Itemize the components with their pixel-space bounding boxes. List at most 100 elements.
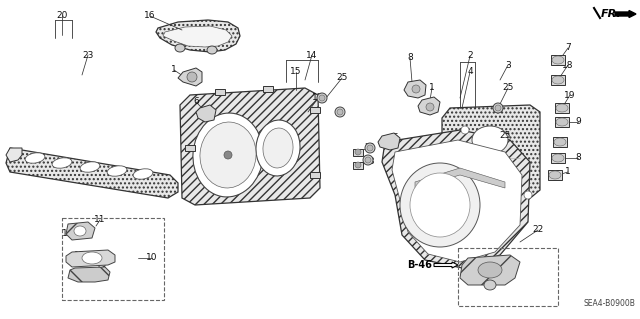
Text: 2: 2 [467, 51, 473, 61]
Ellipse shape [107, 166, 127, 176]
Text: 15: 15 [291, 68, 301, 77]
Ellipse shape [187, 72, 197, 82]
Bar [353, 149, 363, 155]
Text: 18: 18 [62, 229, 74, 239]
Ellipse shape [412, 85, 420, 93]
Ellipse shape [365, 143, 375, 153]
Ellipse shape [355, 162, 361, 168]
Polygon shape [163, 26, 232, 47]
Polygon shape [196, 105, 216, 122]
Bar [263, 86, 273, 92]
Ellipse shape [335, 107, 345, 117]
Text: 22: 22 [532, 226, 543, 234]
Text: 1: 1 [171, 65, 177, 75]
Ellipse shape [552, 76, 564, 84]
Text: 13: 13 [96, 263, 108, 272]
Ellipse shape [476, 156, 504, 184]
Ellipse shape [200, 122, 256, 188]
Polygon shape [392, 140, 522, 262]
Text: 10: 10 [147, 254, 157, 263]
Text: 24: 24 [494, 278, 506, 286]
Text: 4: 4 [467, 68, 473, 77]
Bar [185, 145, 195, 151]
Text: 25: 25 [502, 84, 514, 93]
Ellipse shape [133, 169, 153, 179]
Text: 1: 1 [429, 84, 435, 93]
Polygon shape [382, 130, 530, 268]
Ellipse shape [207, 46, 217, 54]
Ellipse shape [365, 157, 371, 163]
Ellipse shape [256, 120, 300, 176]
Ellipse shape [82, 252, 102, 264]
Text: 25: 25 [499, 130, 511, 139]
Ellipse shape [263, 128, 293, 168]
Text: B-46: B-46 [407, 260, 432, 270]
Text: 6: 6 [193, 98, 199, 107]
Text: 25: 25 [336, 73, 348, 83]
Text: 21: 21 [364, 144, 376, 152]
Ellipse shape [472, 126, 508, 154]
Ellipse shape [193, 113, 263, 197]
Text: 8: 8 [575, 153, 581, 162]
Text: SEA4-B0900B: SEA4-B0900B [583, 299, 635, 308]
Bar [551, 75, 565, 85]
FancyArrow shape [615, 11, 636, 18]
Text: 23: 23 [83, 50, 93, 60]
Text: 14: 14 [307, 50, 317, 60]
Ellipse shape [552, 154, 564, 162]
Ellipse shape [367, 145, 373, 151]
Text: 3: 3 [505, 61, 511, 70]
Bar [555, 103, 569, 113]
Polygon shape [156, 20, 240, 52]
Polygon shape [415, 168, 505, 188]
Ellipse shape [363, 155, 373, 165]
Ellipse shape [317, 93, 327, 103]
Bar [555, 117, 569, 127]
Ellipse shape [426, 103, 434, 111]
Polygon shape [66, 222, 95, 240]
Bar [215, 89, 225, 95]
Ellipse shape [493, 103, 503, 113]
Ellipse shape [552, 56, 564, 64]
Ellipse shape [224, 151, 232, 159]
Ellipse shape [319, 95, 325, 101]
Bar [548, 170, 562, 180]
Bar [458, 248, 558, 306]
Text: FR.: FR. [601, 9, 621, 19]
Ellipse shape [175, 44, 185, 52]
Ellipse shape [524, 191, 532, 199]
Text: 16: 16 [144, 11, 156, 20]
Ellipse shape [337, 109, 343, 115]
Polygon shape [418, 97, 440, 115]
Bar [551, 55, 565, 65]
Bar [353, 161, 363, 168]
Text: 1: 1 [565, 167, 571, 176]
Polygon shape [68, 267, 110, 282]
Text: 20: 20 [56, 11, 68, 19]
Text: 8: 8 [407, 54, 413, 63]
Polygon shape [404, 80, 426, 98]
Text: 18: 18 [364, 158, 376, 167]
Ellipse shape [25, 153, 45, 163]
Ellipse shape [400, 163, 480, 247]
Bar [310, 172, 320, 178]
Text: 12: 12 [74, 251, 86, 261]
Ellipse shape [74, 226, 86, 236]
Polygon shape [6, 148, 178, 198]
Ellipse shape [52, 158, 72, 168]
Ellipse shape [80, 162, 100, 172]
Polygon shape [180, 88, 320, 205]
Ellipse shape [355, 149, 361, 155]
Ellipse shape [554, 138, 566, 146]
Ellipse shape [484, 280, 496, 290]
Bar [551, 153, 565, 163]
Ellipse shape [495, 105, 501, 111]
Bar [310, 107, 320, 113]
Text: 5: 5 [392, 133, 398, 143]
Ellipse shape [556, 104, 568, 112]
Bar [62, 218, 164, 300]
Polygon shape [442, 105, 540, 205]
Polygon shape [378, 133, 400, 150]
Bar [553, 137, 567, 147]
Text: 9: 9 [575, 117, 581, 127]
